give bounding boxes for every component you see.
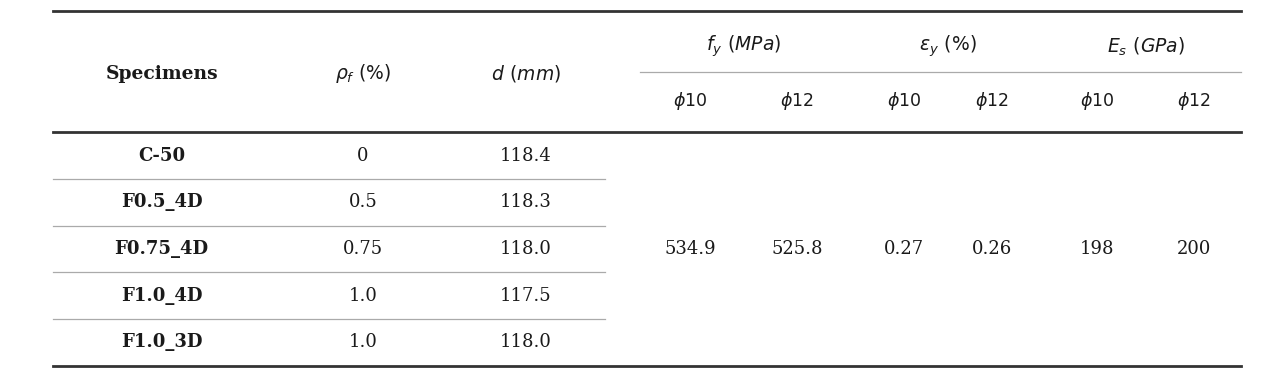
Text: $d$ $(mm)$: $d$ $(mm)$ (491, 63, 560, 84)
Text: Specimens: Specimens (106, 65, 218, 83)
Text: $\phi10$: $\phi10$ (672, 90, 708, 112)
Text: $E_s$ $(GPa)$: $E_s$ $(GPa)$ (1106, 35, 1185, 58)
Text: $\phi10$: $\phi10$ (1080, 90, 1115, 112)
Text: $\phi12$: $\phi12$ (780, 90, 813, 112)
Text: 198: 198 (1080, 240, 1115, 258)
Text: F0.75_4D: F0.75_4D (115, 240, 209, 258)
Text: $\phi12$: $\phi12$ (1178, 90, 1211, 112)
Text: 534.9: 534.9 (665, 240, 715, 258)
Text: $\phi12$: $\phi12$ (975, 90, 1008, 112)
Text: $\rho_f$ $(\%)$: $\rho_f$ $(\%)$ (335, 62, 391, 85)
Text: C-50: C-50 (137, 147, 186, 165)
Text: 118.4: 118.4 (500, 147, 551, 165)
Text: F1.0_3D: F1.0_3D (121, 333, 202, 351)
Text: 0.26: 0.26 (971, 240, 1012, 258)
Text: $\varepsilon_y$ $(\%)$: $\varepsilon_y$ $(\%)$ (919, 34, 976, 59)
Text: 525.8: 525.8 (771, 240, 822, 258)
Text: 0: 0 (356, 147, 369, 165)
Text: 118.3: 118.3 (500, 193, 551, 211)
Text: 117.5: 117.5 (500, 286, 551, 305)
Text: $\phi10$: $\phi10$ (886, 90, 922, 112)
Text: 0.75: 0.75 (342, 240, 383, 258)
Text: 1.0: 1.0 (349, 286, 377, 305)
Text: F0.5_4D: F0.5_4D (121, 193, 202, 211)
Text: 118.0: 118.0 (500, 240, 551, 258)
Text: 1.0: 1.0 (349, 333, 377, 351)
Text: 118.0: 118.0 (500, 333, 551, 351)
Text: 0.5: 0.5 (349, 193, 377, 211)
Text: $f_y$ $(MPa)$: $f_y$ $(MPa)$ (705, 34, 782, 59)
Text: F1.0_4D: F1.0_4D (121, 286, 202, 305)
Text: 0.27: 0.27 (883, 240, 924, 258)
Text: 200: 200 (1176, 240, 1212, 258)
